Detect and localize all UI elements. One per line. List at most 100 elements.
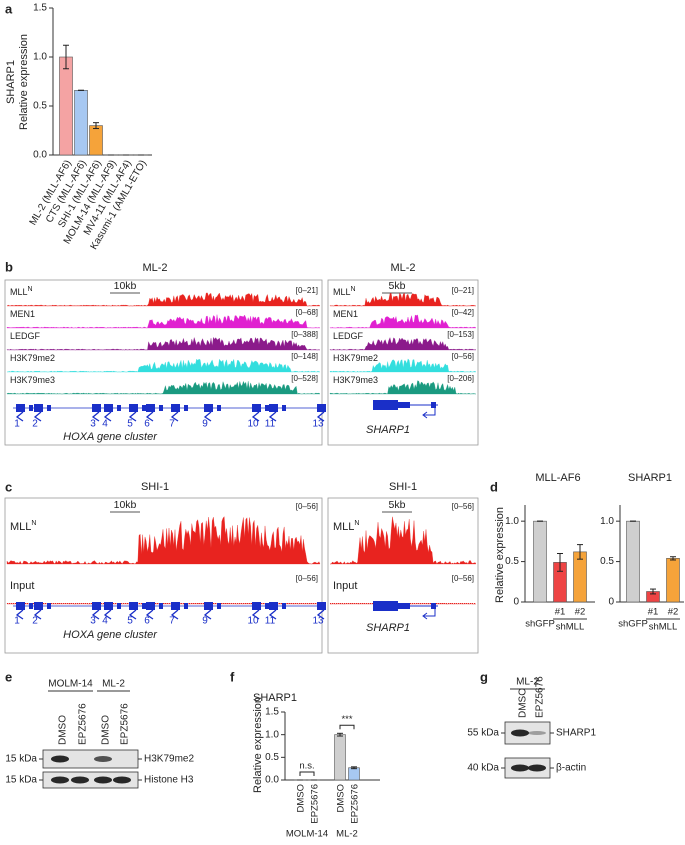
bar [60,57,73,155]
panel-label: a [5,1,13,16]
exon [265,405,269,411]
lane-label: DMSO [101,715,112,745]
x-tick-label: shGFP [618,619,648,630]
y-tick-label: 0.5 [600,556,614,567]
track-name: LEDGF [333,331,364,341]
gene-number: 7 [169,419,175,430]
exon [47,405,51,411]
gene-number: 9 [202,616,208,627]
panel-title: SHI-1 [389,481,417,493]
exon [92,404,101,412]
band-label: SHARP1 [556,728,596,739]
track-name-text: MEN1 [333,309,358,319]
group-label: shMLL [649,622,678,633]
gene-number: 1 [14,419,20,430]
y-tick-label: 1.5 [265,707,279,718]
exon [184,405,188,411]
band-label: H3K79me2 [144,754,194,765]
gene-number: 3 [90,419,96,430]
exon [217,405,221,411]
exon [159,405,163,411]
track-name-text: MLL [333,287,351,297]
lane-label: DMSO [518,688,529,718]
track-name: H3K79me3 [10,375,55,385]
exon [146,404,155,412]
exon [398,603,410,609]
blot-band [528,765,546,772]
exon [34,602,43,610]
y-tick-label: 0.0 [265,775,279,786]
lane-label: EPZ5676 [78,703,89,745]
exon [129,602,138,610]
track-name-text: LEDGF [10,331,41,341]
panel-label: f [230,669,235,684]
y-tick-label: 0.5 [33,101,47,112]
lane-label: EPZ5676 [120,703,131,745]
exon [373,400,398,410]
band-label: Histone H3 [144,775,194,786]
x-tick-label: #2 [668,607,679,618]
track-name-text: H3K79me3 [10,375,55,385]
track-name: MEN1 [333,309,358,319]
exon [184,603,188,609]
band-label: β-actin [556,763,586,774]
x-tick-label: DMSO [296,784,307,813]
exon [29,603,33,609]
size-marker: 55 kDa [467,728,499,739]
bar [627,521,640,602]
exon [431,402,436,408]
exon [269,602,278,610]
y-tick-label: 1.0 [265,729,279,740]
exon [92,602,101,610]
track-range: [0–206] [447,374,474,383]
bar [667,558,680,602]
gene-caption: HOXA gene cluster [63,629,158,641]
y-axis-label: SHARP1 [5,60,17,104]
exon [373,601,398,611]
track-name: MEN1 [10,309,35,319]
track-range: [0–148] [291,352,318,361]
track-name: Input [333,580,357,592]
exon [142,603,146,609]
gene-number: 5 [127,616,133,627]
track-name-text: Input [10,580,34,592]
y-tick-label: 1.5 [33,3,47,14]
blot-band [528,731,546,735]
track-range: [0–153] [447,330,474,339]
significance-label: n.s. [299,761,314,772]
gene-number: 4 [102,616,108,627]
y-tick-label: 0.5 [265,752,279,763]
exon [217,603,221,609]
track-range: [0–56] [452,574,474,583]
track-range: [0–21] [452,286,474,295]
y-tick-label: 0.5 [505,556,519,567]
scale-label: 10kb [114,499,137,511]
exon [265,603,269,609]
gene-number: 6 [144,419,150,430]
exon [146,602,155,610]
gene-number: 10 [247,616,259,627]
gene-number: 1 [14,616,20,627]
panel-label: d [490,479,498,494]
bar [90,126,103,155]
y-tick-label: 1.0 [505,516,519,527]
track-range: [0–56] [296,502,318,511]
exon [317,602,326,610]
gene-number: 13 [312,616,324,627]
track-name-sup: N [351,286,356,293]
gene-number: 13 [312,419,324,430]
scale-label: 5kb [389,280,406,292]
exon [282,405,286,411]
track-range: [0–21] [296,286,318,295]
gene-number: 2 [32,419,38,430]
x-tick-label: #2 [575,607,586,618]
track-range: [0–528] [291,374,318,383]
track-name-text: H3K79me3 [333,375,378,385]
blot-band [511,730,529,737]
chart-title: SHARP1 [628,472,672,484]
track-name-sup: N [28,286,33,293]
panel-title: ML-2 [142,262,167,274]
y-tick-label: 1.0 [33,52,47,63]
blot-band [94,756,112,762]
